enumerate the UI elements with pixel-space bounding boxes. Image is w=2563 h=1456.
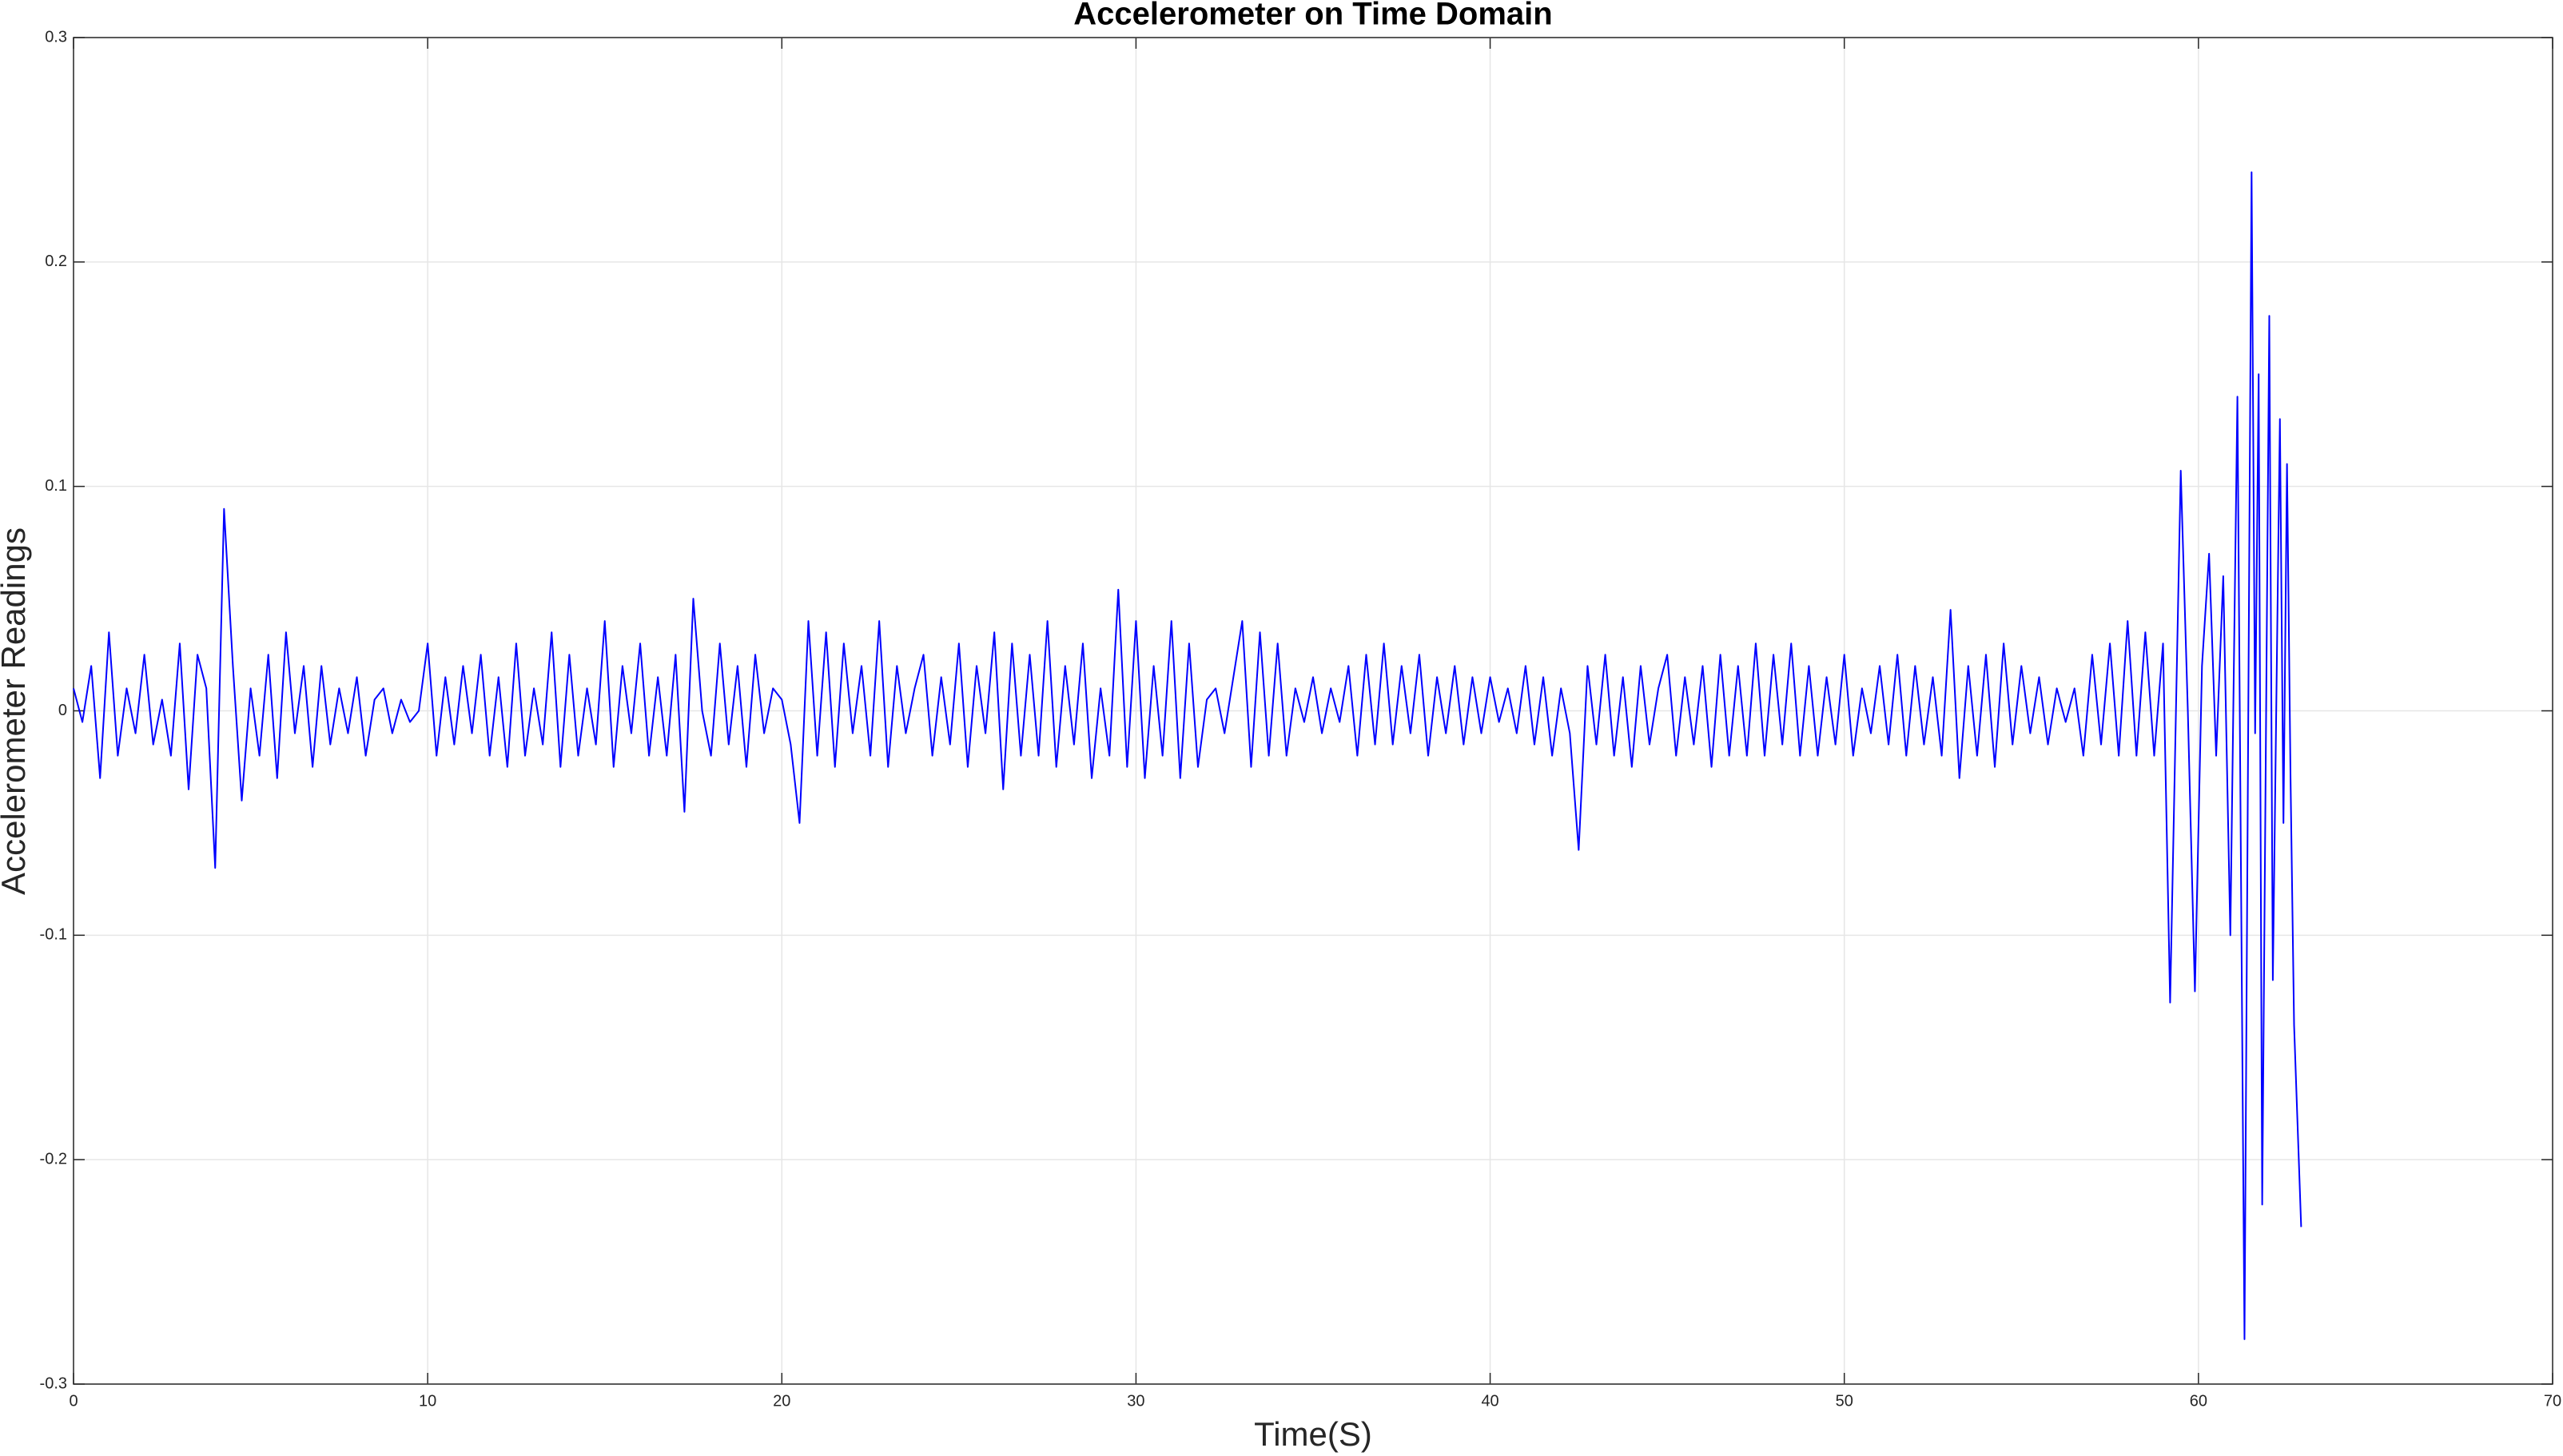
- x-tick-label: 50: [1836, 1392, 1853, 1410]
- x-tick-label: 30: [1127, 1392, 1144, 1410]
- x-tick-label: 70: [2544, 1392, 2561, 1410]
- x-tick-label: 20: [773, 1392, 790, 1410]
- y-tick-label: 0.1: [45, 477, 67, 495]
- y-tick-label: -0.1: [40, 926, 67, 944]
- y-axis-label: Accelerometer Readings: [0, 527, 32, 895]
- y-tick-label: -0.3: [40, 1374, 67, 1392]
- x-tick-label: 10: [419, 1392, 436, 1410]
- chart-title: Accelerometer on Time Domain: [1073, 0, 1552, 32]
- y-tick-label: 0.2: [45, 253, 67, 270]
- x-axis-label: Time(S): [1254, 1415, 1372, 1453]
- plot-frame: [73, 37, 2553, 1385]
- y-tick-label: -0.2: [40, 1150, 67, 1168]
- y-tick-label: 0: [58, 702, 67, 719]
- x-tick-label: 60: [2190, 1392, 2207, 1410]
- data-line: [73, 171, 2302, 1340]
- y-tick-label: 0.3: [45, 28, 67, 46]
- x-tick-label: 40: [1481, 1392, 1498, 1410]
- x-tick-label: 0: [69, 1392, 78, 1410]
